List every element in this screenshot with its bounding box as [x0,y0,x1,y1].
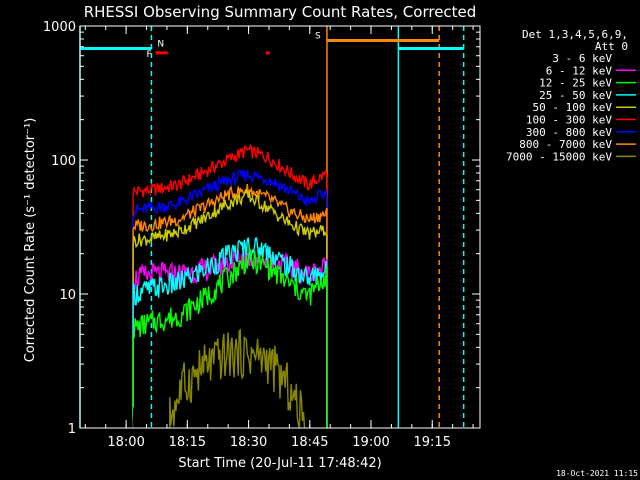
y-tick-label: 10 [59,288,76,303]
y-tick-label: 1000 [43,20,76,35]
series-line [132,143,328,428]
plot-frame [79,25,481,429]
y-tick-label: 1 [68,422,76,437]
marker-lines [79,26,465,428]
series-line [132,188,328,428]
legend-label: 800 - 7000 keV [519,138,612,151]
series-line [132,237,328,428]
y-tick-label: 100 [51,154,76,169]
flag-bars: FN S [80,31,464,60]
legend-label: 3 - 6 keV [552,52,612,65]
series-lines [132,143,328,429]
legend-header: Att 0 [595,40,628,53]
x-tick-label: 18:30 [230,435,267,450]
x-tick-label: 19:15 [414,435,451,450]
legend-label: 12 - 25 keV [539,77,612,90]
flag-label: N [157,39,164,49]
series-line [132,183,328,428]
legend-label: 100 - 300 keV [526,114,612,127]
x-tick-label: 18:15 [169,435,206,450]
footer-timestamp: 18-Oct-2021 11:15 [556,469,638,478]
legend-label: 7000 - 15000 keV [506,150,612,163]
series-line [132,249,328,428]
x-tick-label: 18:00 [107,435,144,450]
series-line [169,328,306,429]
series-line [132,169,328,428]
x-tick-label: 19:00 [352,435,389,450]
y-axis-label: Corrected Count Rate (s⁻¹ detector⁻¹) [23,118,38,363]
x-axis-label: Start Time (20-Jul-11 17:48:42) [178,456,381,471]
flag-label: S [315,31,321,41]
chart-title: RHESSI Observing Summary Count Rates, Co… [84,3,477,21]
axes: 18:00 18:15 18:30 18:45 19:00 19:15 1 10 100 1000 [43,20,481,450]
series-line [132,274,326,428]
flag-label: F [147,50,152,60]
legend-label: 300 - 800 keV [526,126,612,139]
x-tick-label: 18:45 [291,435,328,450]
series-line [132,246,328,428]
legend-label: 25 - 50 keV [539,89,612,102]
legend-header: Det 1,3,4,5,6,9, [522,28,628,41]
legend-label: 6 - 12 keV [546,64,613,77]
legend-label: 50 - 100 keV [533,101,613,114]
